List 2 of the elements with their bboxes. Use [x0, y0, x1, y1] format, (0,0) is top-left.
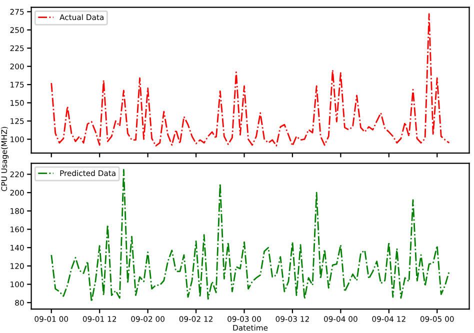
line-series	[50, 169, 450, 302]
line-series	[50, 13, 450, 146]
